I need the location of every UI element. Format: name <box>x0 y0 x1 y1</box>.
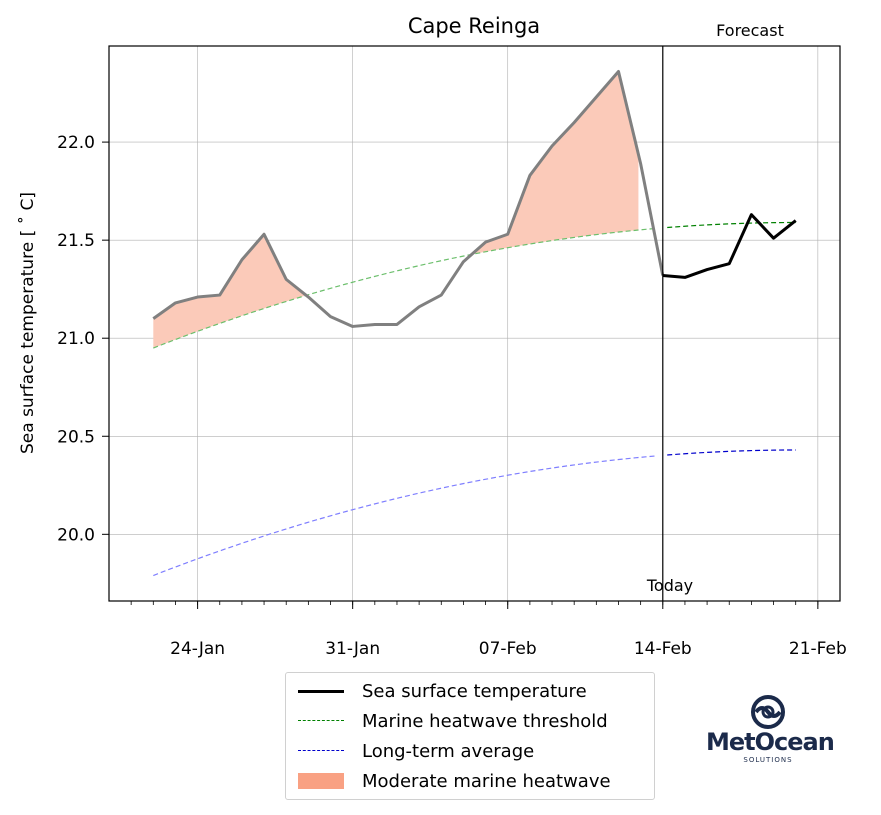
chart-title: Cape Reinga <box>408 14 540 38</box>
legend-item-heatwave: Moderate marine heatwave <box>298 766 611 796</box>
axes: 24-Jan 31-Jan 07-Feb 14-Feb 21-Feb 20.0 20.5 21… <box>57 45 847 659</box>
today-label: Today <box>646 576 693 595</box>
x-tick-label: 07-Feb <box>479 639 537 659</box>
legend-item-sst: Sea surface temperature <box>298 676 587 706</box>
logo-text: MetOcean <box>706 728 835 756</box>
average-line-forecast <box>667 449 796 456</box>
forecast-label: Forecast <box>716 21 784 40</box>
legend: Sea surface temperature Marine heatwave … <box>285 672 655 800</box>
y-tick-label: 21.0 <box>57 329 95 349</box>
average-line-past <box>153 455 657 577</box>
x-tick-label: 31-Jan <box>325 639 380 659</box>
threshold-line-past <box>153 227 657 349</box>
metocean-logo: MetOcean SOLUTIONS <box>706 694 835 768</box>
x-tick-label: 21-Feb <box>789 639 847 659</box>
heatwave-area <box>153 234 307 349</box>
legend-label: Long-term average <box>362 740 535 762</box>
legend-label: Sea surface temperature <box>362 680 587 702</box>
sst-line-forecast <box>662 213 797 279</box>
heatwave-fill <box>153 71 639 349</box>
y-tick-label: 20.5 <box>57 427 95 447</box>
x-tick-label: 14-Feb <box>634 639 692 659</box>
heatwave-area <box>472 71 639 255</box>
wave-icon <box>751 695 785 729</box>
grid <box>109 46 840 601</box>
y-tick-label: 22.0 <box>57 133 95 153</box>
y-tick-label: 20.0 <box>57 525 95 545</box>
plot-frame <box>108 45 841 602</box>
x-tick-label: 24-Jan <box>170 639 225 659</box>
legend-label: Marine heatwave threshold <box>362 710 608 732</box>
legend-item-average: Long-term average <box>298 736 534 766</box>
y-tick-label: 21.5 <box>57 231 95 251</box>
series-lines <box>152 46 797 601</box>
legend-label: Moderate marine heatwave <box>362 770 611 792</box>
y-axis-label: Sea surface temperature [ ˚ C] <box>17 192 38 454</box>
legend-item-threshold: Marine heatwave threshold <box>298 706 608 736</box>
logo-subtitle: SOLUTIONS <box>743 756 793 764</box>
sst-line-history <box>152 69 665 328</box>
threshold-line-forecast <box>667 221 796 229</box>
